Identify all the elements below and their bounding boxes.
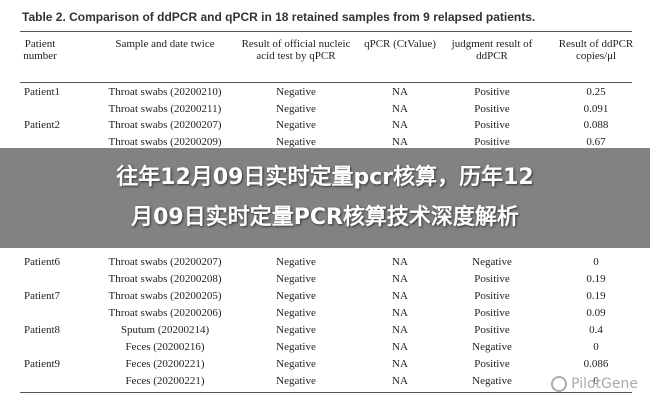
table-cell: Throat swabs (20200205) — [108, 290, 222, 302]
table-cell: Negative — [276, 86, 316, 98]
column-header: Result of ddPCR copies/μl — [558, 38, 634, 62]
patient-cell: Patient7 — [24, 290, 61, 302]
header-rule — [20, 82, 632, 83]
table-cell: Negative — [276, 256, 316, 268]
table-cell: NA — [392, 86, 408, 98]
table-cell: NA — [392, 102, 408, 115]
table-cell: 0.4 — [589, 324, 603, 336]
table-cell: 0.67 — [586, 136, 606, 149]
table-cell: Sputum (20200214) — [120, 324, 210, 336]
banner-line: 往年12月09日实时定量pcr核算，历年12 — [116, 165, 534, 190]
table-cell: Throat swabs (20200206) — [108, 307, 222, 319]
table-cell: Positive — [474, 136, 510, 149]
table-cell: Throat swabs (20200207) — [108, 256, 222, 268]
patient-cell: Patient1 — [24, 86, 61, 98]
table-cell: 0 — [593, 341, 599, 353]
table-cell: NA — [392, 119, 408, 132]
table-cell: 0.091 — [583, 102, 609, 115]
table-cell: NA — [392, 324, 408, 336]
column-header: Patient number — [23, 38, 57, 62]
table-cell: Negative — [276, 102, 316, 115]
table-cell: Positive — [474, 273, 510, 285]
table-cell: Negative — [276, 119, 316, 132]
table-cell: Negative — [276, 290, 316, 302]
table-cell: Throat swabs (20200211) — [108, 102, 222, 115]
table-cell: NA — [392, 307, 408, 319]
table-cell: Negative — [472, 341, 512, 353]
column-header: Sample and date twice — [115, 38, 215, 50]
bottom-rule — [20, 392, 632, 393]
watermark-text: PilotGene — [571, 376, 638, 392]
patient-cell: Patient2 — [24, 119, 61, 132]
banner-line: 月09日实时定量PCR核算技术深度解析 — [131, 205, 519, 230]
table-cell: Feces (20200216) — [125, 341, 205, 353]
table-cell: NA — [392, 290, 408, 302]
table-cell: 0.19 — [586, 273, 606, 285]
table-cell: Negative — [472, 256, 512, 268]
column-header: Result of official nucleic acid test by … — [241, 38, 351, 62]
table-cell: Positive — [474, 324, 510, 336]
table-cell: NA — [392, 358, 408, 370]
patient-cell: Patient8 — [24, 324, 61, 336]
column-header: qPCR (CtValue) — [364, 38, 436, 50]
top-rule — [20, 31, 632, 32]
table-cell: 0.19 — [586, 290, 606, 302]
table-cell: Throat swabs (20200208) — [108, 273, 222, 285]
table-cell: 0 — [593, 375, 599, 387]
patient-cell: Patient9 — [24, 358, 61, 370]
table-cell: NA — [392, 256, 408, 268]
table-cell: Negative — [276, 273, 316, 285]
table-cell: NA — [392, 375, 408, 387]
table-cell: Negative — [276, 375, 316, 387]
table-cell: Feces (20200221) — [125, 358, 205, 370]
table-cell: Throat swabs (20200210) — [108, 86, 222, 98]
watermark-icon — [551, 376, 568, 392]
table-cell: Throat swabs (20200207) — [108, 119, 222, 132]
table-cell: 0.086 — [583, 358, 609, 370]
table-cell: Positive — [474, 86, 510, 98]
table-cell: NA — [392, 273, 408, 285]
table-title: Table 2. Comparison of ddPCR and qPCR in… — [22, 10, 536, 24]
table-cell: Negative — [276, 307, 316, 319]
table-cell: Positive — [474, 290, 510, 302]
table-cell: 0.25 — [586, 86, 606, 98]
table-cell: Negative — [276, 341, 316, 353]
table-cell: Throat swabs (20200209) — [108, 136, 222, 149]
table-cell: 0 — [593, 256, 599, 268]
table-cell: Positive — [474, 119, 510, 132]
table-cell: NA — [392, 341, 408, 353]
patient-cell: Patient6 — [24, 256, 61, 268]
table-cell: Negative — [276, 136, 316, 149]
table-cell: 0.09 — [586, 307, 606, 319]
column-header: judgment result of ddPCR — [451, 38, 533, 62]
table-cell: Negative — [472, 375, 512, 387]
table-cell: Negative — [276, 358, 316, 370]
table-cell: 0.088 — [583, 119, 609, 132]
table-cell: Negative — [276, 324, 316, 336]
table-cell: NA — [392, 136, 408, 149]
table-cell: Positive — [474, 358, 510, 370]
banner: 往年12月09日实时定量pcr核算，历年12 月09日实时定量PCR核算技术深度… — [0, 148, 650, 248]
watermark: PilotGene — [551, 376, 638, 392]
table-cell: Feces (20200221) — [125, 375, 205, 387]
table-cell: Positive — [474, 102, 510, 115]
table-cell: Positive — [474, 307, 510, 319]
